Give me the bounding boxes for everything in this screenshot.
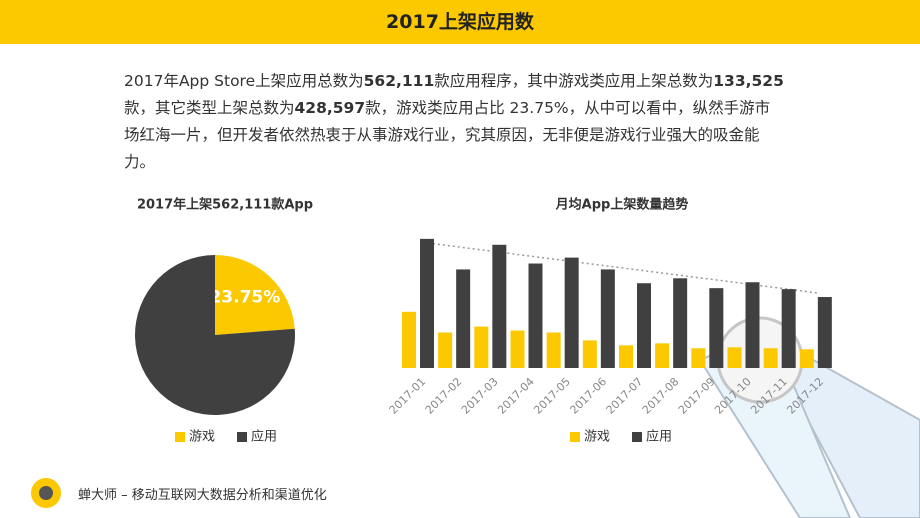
bar [546,332,561,368]
legend-label: 游戏 [584,430,610,445]
bar [438,332,453,368]
text: 款，游戏类应用占比 23.75%，从中可以看中，纵然手游市场红海一片，但开发者依… [124,99,771,171]
bar [745,282,760,368]
text: 款，其它类型上架总数为 [124,99,295,117]
x-tick-label: 2017-07 [604,375,646,417]
x-tick-label: 2017-09 [676,375,718,417]
bar [709,288,724,368]
footer: 蝉大师 – 移动互联网大数据分析和渠道优化 [78,488,327,503]
bar [402,311,416,368]
bar [420,238,434,368]
x-tick-label: 2017-02 [423,375,465,417]
logo-inner [39,486,53,500]
bar [582,340,597,368]
bar [474,326,489,368]
number: 562,111 [363,72,435,90]
legend-swatch [237,432,248,442]
text: 款应用程序，其中游戏类应用上架总数为 [434,72,714,90]
number: 428,597 [294,99,366,117]
chart-title: 2017年上架562,111款App [137,197,313,213]
x-tick-label: 2017-08 [640,375,682,417]
bar [691,348,706,368]
bar [637,283,651,368]
bar [673,278,688,368]
x-tick-label: 2017-06 [567,375,609,417]
bar [528,263,543,368]
pie-slice [215,255,295,335]
paragraph: 2017年App Store上架应用总数为562,111款应用程序，其中游戏类应… [124,68,784,176]
x-tick-label: 2017-01 [387,375,429,417]
number: 133,525 [713,72,784,90]
legend-swatch [632,432,643,442]
bar [510,330,525,368]
pie-slice [135,255,296,415]
legend-swatch [175,432,185,442]
legend-label: 应用 [646,429,672,445]
x-tick-label: 2017-03 [459,375,501,417]
data-label: 23.75% [209,288,280,308]
legend-label: 应用 [251,429,277,445]
bar [799,349,814,368]
chart-title: 月均App上架数量趋势 [555,197,689,213]
bar [655,343,670,368]
header-title: 2017上架应用数 [0,0,920,44]
x-tick-label: 2017-05 [531,375,573,417]
x-tick-label: 2017-04 [495,375,537,417]
text: 2017年App Store上架应用总数为 [124,72,364,90]
legend-swatch [570,432,580,442]
bar [492,244,507,368]
bar [456,269,471,368]
bar [763,348,778,368]
bar [619,345,633,368]
bar [817,297,832,368]
bar [564,257,579,368]
bar [781,289,796,368]
bar [727,347,742,368]
legend-label: 游戏 [189,430,215,445]
bar [600,269,615,368]
